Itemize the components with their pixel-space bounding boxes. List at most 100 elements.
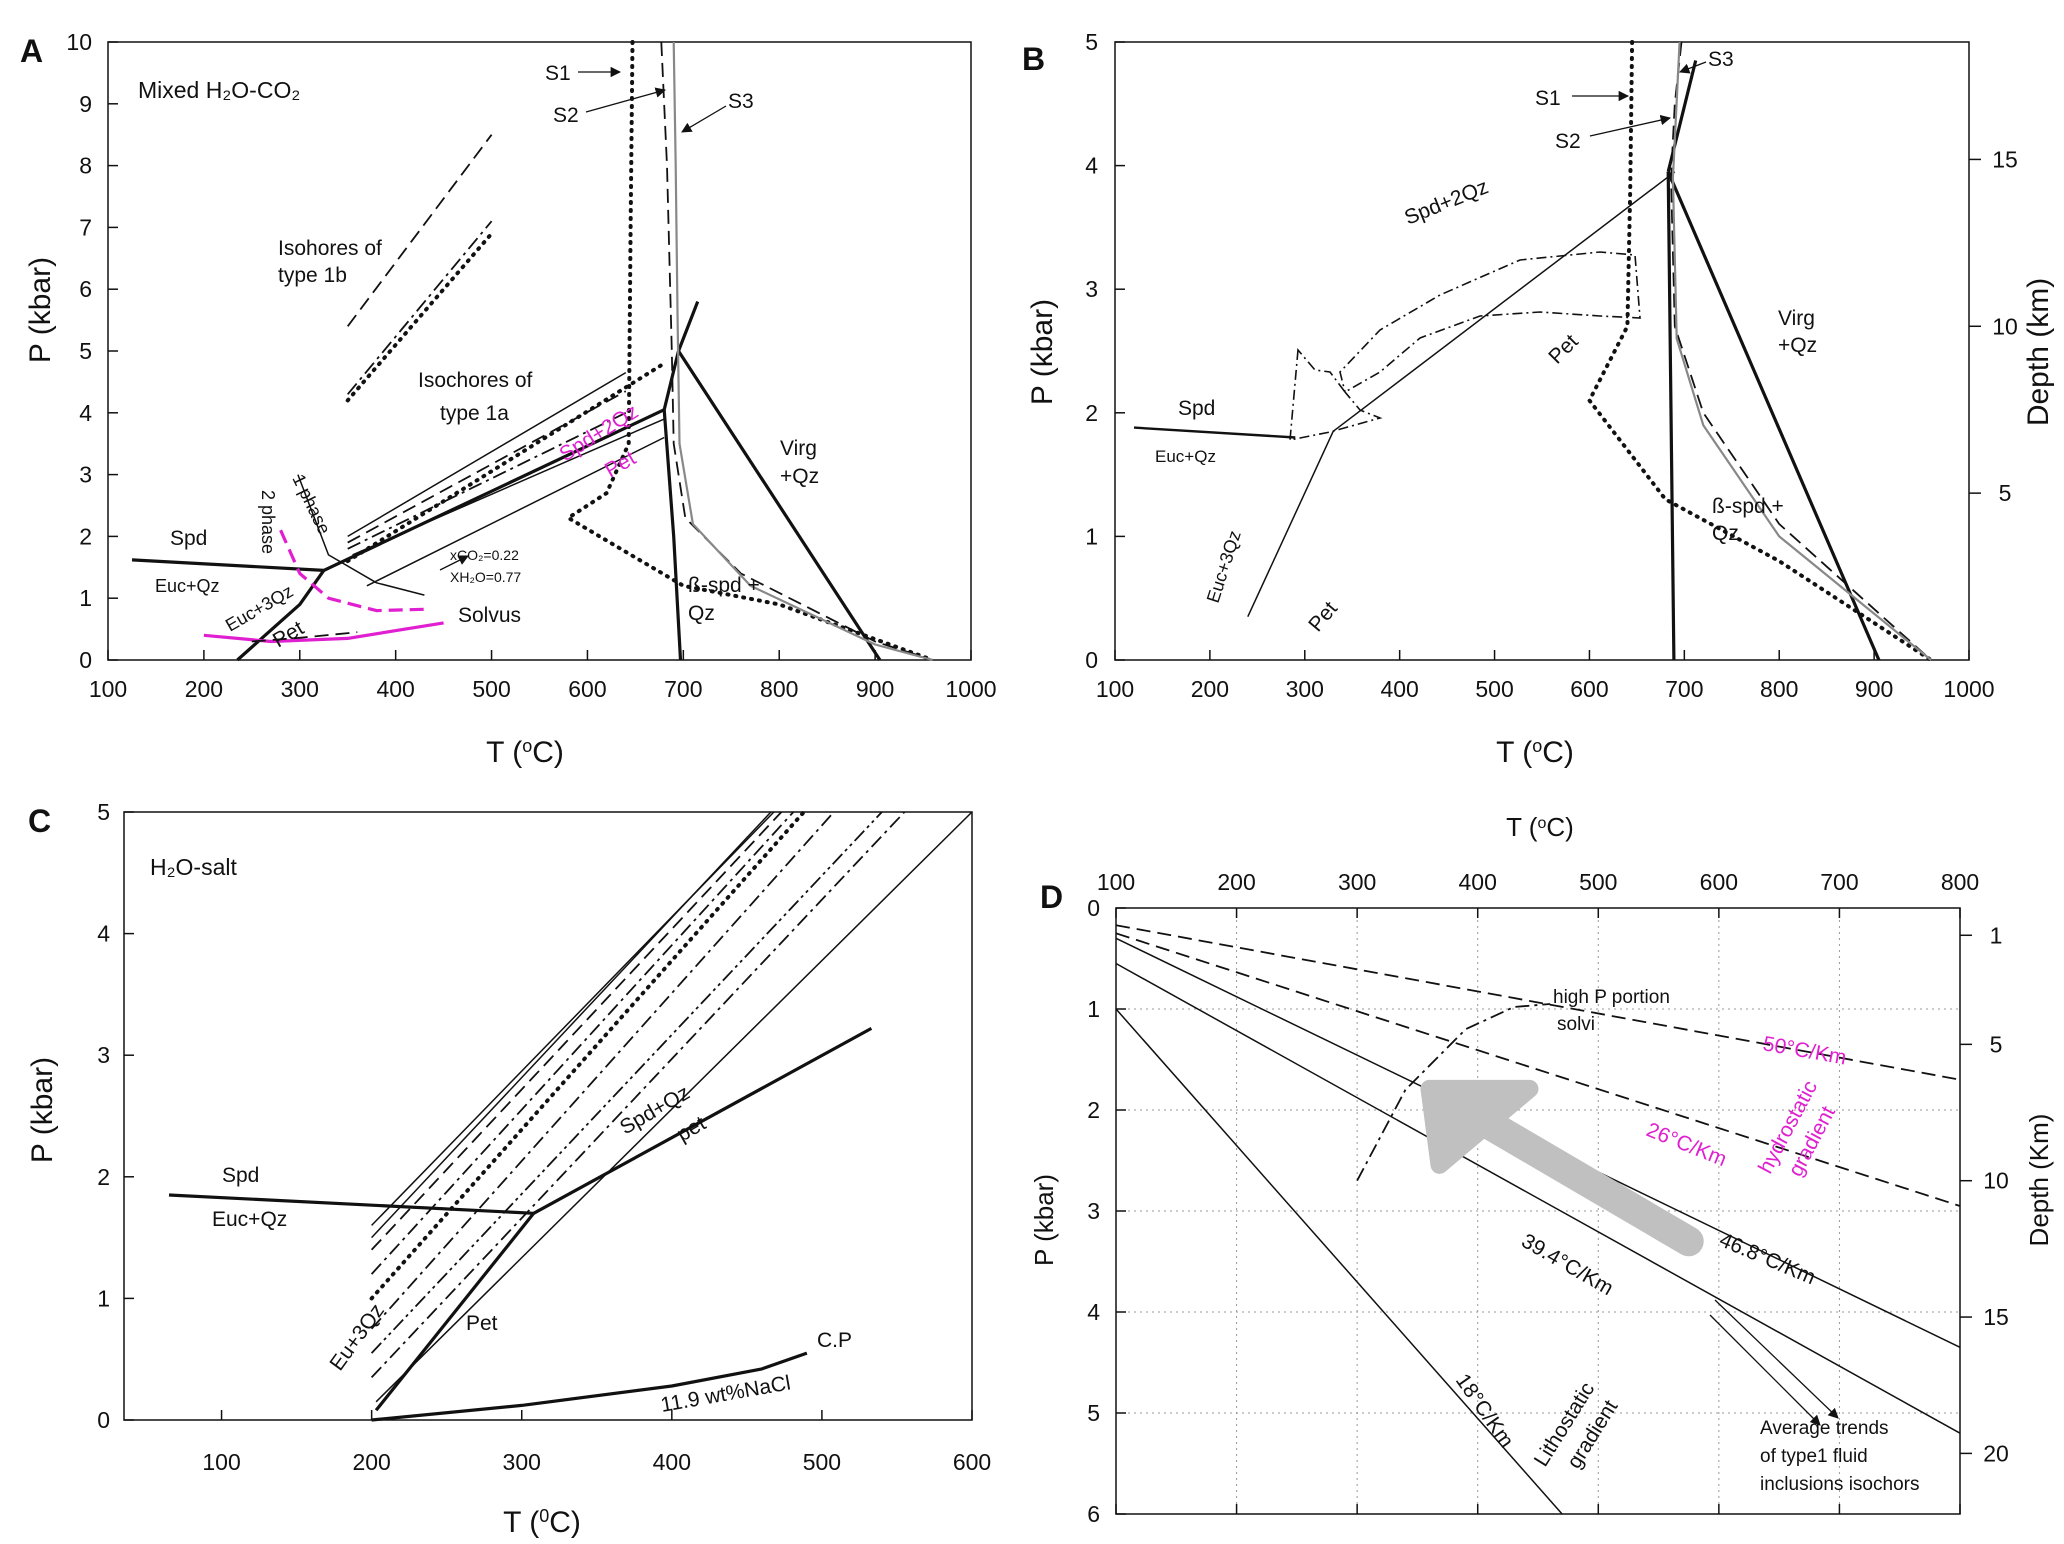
panel-a-label-bspd-line1: ß-spd + xyxy=(688,574,760,597)
panel-b-label-euc-qz: Euc+Qz xyxy=(1155,447,1216,466)
panel-b-x-title: T (oC) xyxy=(1496,736,1574,769)
panel-c-x-title: T (0C) xyxy=(503,1506,581,1539)
panel-a-series-virg xyxy=(677,350,882,661)
panel-d-x-title: T (oC) xyxy=(1506,812,1574,842)
panel-b-x-tick-label: 400 xyxy=(1380,676,1418,702)
panel-b-field-outline xyxy=(1289,251,1641,441)
panel-d-series-g50 xyxy=(1115,924,1961,1081)
panel-a-x-tick-label: 200 xyxy=(185,676,223,702)
panel-c-label-pet: Pet xyxy=(466,1312,498,1335)
panel-b-label-pet: Pet xyxy=(1304,597,1342,636)
panel-b-y2-tick-label: 15 xyxy=(1992,146,2018,172)
panel-d-label-g46: 46.8°C/Km xyxy=(1716,1228,1819,1289)
panel-c: C 100 200 300 400 500 600 0 1 2 3 4 5 H₂O-salt Spd Euc… xyxy=(26,799,991,1539)
panel-d-label-g18: 18°C/Km xyxy=(1451,1370,1518,1452)
panel-b-x-tick-label: 200 xyxy=(1191,676,1229,702)
panel-c-y-tick-label: 5 xyxy=(97,799,110,825)
panel-a-arrow-s2 xyxy=(585,87,667,113)
panel-d-arrow-average-2 xyxy=(1709,1314,1821,1426)
panel-letter-c: C xyxy=(28,803,51,839)
panel-b-series-spd-2qz-line xyxy=(1332,171,1676,432)
panel-c-series-iso-8 xyxy=(370,811,906,1379)
panel-a-y-tick-label: 5 xyxy=(79,338,92,364)
panel-a-y-tick-label: 2 xyxy=(79,523,92,549)
panel-c-y-tick-label: 4 xyxy=(97,921,110,947)
panel-c-series-euc-pet xyxy=(374,1212,535,1412)
panel-a-series-S3 xyxy=(672,41,933,662)
panel-a-x-tick-label: 300 xyxy=(281,676,319,702)
panel-d: D 100 200 300 400 500 600 700 80001234561510152… xyxy=(1029,812,2054,1527)
panel-d-trend-arrow-shaft xyxy=(1454,1097,1704,1257)
panel-a-y-tick-label: 6 xyxy=(79,276,92,302)
panel-b-y-tick-label: 5 xyxy=(1085,29,1098,55)
panel-a-x-tick-label: 500 xyxy=(472,676,510,702)
panel-a-series-iso-1b-a xyxy=(346,134,493,327)
panel-c-series-iso-6 xyxy=(370,811,835,1330)
panel-b-y-title: P (kbar) xyxy=(1026,299,1059,405)
panel-letter-b: B xyxy=(1022,41,1045,77)
panel-c-x-tick-label: 200 xyxy=(352,1449,390,1475)
panel-d-y-tick-label: 2 xyxy=(1087,1097,1100,1123)
panel-b-frame xyxy=(1114,41,1970,661)
panel-d-x-tick-label: 800 xyxy=(1941,869,1979,895)
panel-b-x-tick-label: 900 xyxy=(1855,676,1893,702)
panel-a-label-s1: S1 xyxy=(545,62,571,85)
panel-d-y2-tick-label: 5 xyxy=(1990,1031,2003,1057)
panel-d-y-tick-label: 3 xyxy=(1087,1198,1100,1224)
panel-c-series-iso-9 xyxy=(375,811,973,1403)
panel-b-arrow-s3 xyxy=(1679,61,1707,74)
panel-a-series-iso-1b-c xyxy=(345,231,494,403)
panel-a-label-virg-line2: +Qz xyxy=(780,465,819,488)
panel-c-plot-area: 100 200 300 400 500 600 0 1 2 3 4 5 H₂O-salt Spd Euc+Q… xyxy=(97,799,991,1475)
panel-a-arrow-s3 xyxy=(681,105,727,133)
panel-d-x-tick-label: 700 xyxy=(1820,869,1858,895)
panel-c-series-iso-5 xyxy=(369,810,806,1301)
panel-a-label-one-phase: 1 phase xyxy=(288,471,334,537)
panel-b-label-euc-3qz: Euc+3Qz xyxy=(1203,528,1245,605)
panel-a-label-virg-line1: Virg xyxy=(780,437,817,460)
panel-a-label-pet: Pet xyxy=(269,617,308,653)
panel-a-series-iso-1a-3 xyxy=(347,411,627,550)
panel-a-y-tick-label: 1 xyxy=(79,585,92,611)
panel-b-arrow-s2 xyxy=(1589,114,1672,137)
panel-b-series-euc-pet xyxy=(1247,430,1334,618)
panel-b-y2-tick-label: 10 xyxy=(1992,313,2018,339)
panel-a-y-title: P (kbar) xyxy=(24,257,57,363)
panel-a-label-euc-qz: Euc+Qz xyxy=(155,576,220,596)
panel-d-label-high-p: high P portion xyxy=(1553,987,1670,1008)
panel-c-series-iso-2 xyxy=(371,811,772,1239)
panel-b-label-s2: S2 xyxy=(1555,130,1581,153)
panel-b-y-tick-label: 2 xyxy=(1085,400,1098,426)
panel-a-label-isochores-1b-line2: type 1b xyxy=(278,264,347,287)
panel-letter-d: D xyxy=(1040,879,1063,915)
panel-a-label-solvus: Solvus xyxy=(458,604,521,627)
panel-b-x-tick-label: 700 xyxy=(1665,676,1703,702)
panel-a-label-bspd-line2: Qz xyxy=(688,602,715,625)
panel-b-x-tick-label: 500 xyxy=(1475,676,1513,702)
panel-c-series-iso-7 xyxy=(370,811,883,1354)
panel-c-x-tick-label: 600 xyxy=(953,1449,991,1475)
panel-a-frame xyxy=(107,41,972,661)
panel-letter-a: A xyxy=(20,33,43,69)
panel-d-label-solvi: solvi xyxy=(1557,1014,1595,1035)
panel-c-frame xyxy=(123,811,973,1421)
panel-b-label-virg-line1: Virg xyxy=(1778,307,1815,330)
panel-c-y-tick-label: 1 xyxy=(97,1285,110,1311)
panel-a-x-tick-label: 100 xyxy=(89,676,127,702)
panel-b-label-spd-2qz: Spd+2Qz xyxy=(1401,175,1491,229)
panel-d-series-solvi xyxy=(1356,1003,1551,1182)
panel-a-x-tick-label: 900 xyxy=(856,676,894,702)
panel-a-series-S1 xyxy=(566,40,935,662)
panel-a-y-tick-label: 4 xyxy=(79,400,92,426)
panel-a-series-bspd-lower xyxy=(662,409,683,661)
panel-d-y-tick-label: 1 xyxy=(1087,996,1100,1022)
panel-d-y-tick-label: 0 xyxy=(1087,895,1100,921)
panel-a-x-tick-label: 700 xyxy=(664,676,702,702)
panel-b-label-spd: Spd xyxy=(1178,397,1215,420)
panel-c-y-tick-label: 2 xyxy=(97,1164,110,1190)
panel-b-label-virg-line2: +Qz xyxy=(1778,334,1817,357)
panel-c-series-spd-euc xyxy=(168,1193,534,1215)
panel-d-x-tick-label: 100 xyxy=(1097,869,1135,895)
panel-b-series-bspd-lower xyxy=(1666,171,1676,661)
panel-d-label-g50: 50°C/Km xyxy=(1761,1032,1848,1069)
